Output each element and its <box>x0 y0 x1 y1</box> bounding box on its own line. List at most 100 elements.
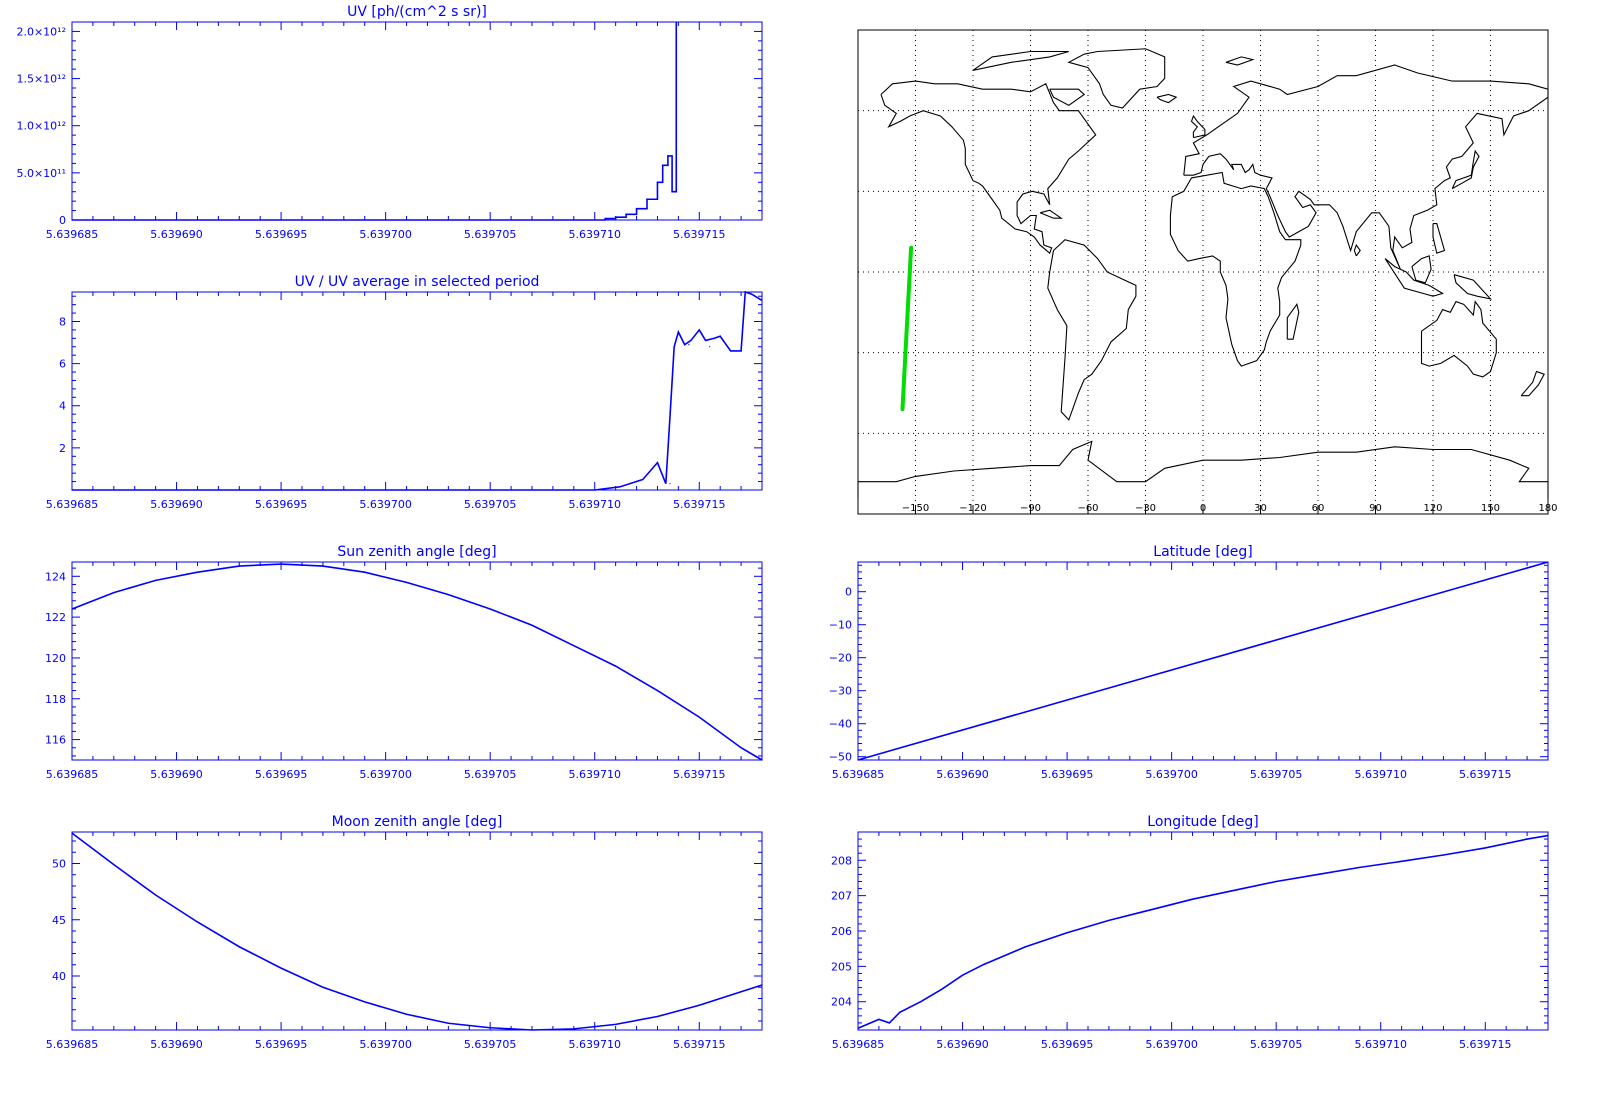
uv-ratio-data-point <box>740 350 742 352</box>
sun-zenith-data-point <box>761 759 763 761</box>
longitude-x-tick-label: 5.639700 <box>1145 1038 1198 1051</box>
latitude-y-tick-label: −40 <box>829 718 852 731</box>
moon-zenith-chart: Moon zenith angle [deg] 5.639685 5.639690 5… <box>46 814 763 1051</box>
moon-zenith-data-point <box>364 1001 366 1003</box>
longitude-x-tick-label: 5.639685 <box>832 1038 885 1051</box>
uv-ratio-data-point <box>642 478 644 481</box>
latitude-plot-frame <box>857 561 1549 761</box>
ground-track-point <box>901 408 904 411</box>
uv-ratio-data-point <box>688 344 690 346</box>
coastline-new-zealand <box>1520 370 1545 397</box>
uv-ratio-x-tick-label: 5.639695 <box>255 498 308 511</box>
uv-data-point <box>662 164 664 166</box>
latitude-data-point <box>1547 561 1549 563</box>
latitude-chart: Latitude [deg] 5.639685 5.639690 5.639695 5.… <box>829 544 1549 781</box>
sun-zenith-y-tick-label: 124 <box>45 570 66 583</box>
longitude-data-point <box>1024 946 1026 948</box>
ground-track-map-x-tick-label: 30 <box>1254 503 1267 514</box>
uv-ratio-data-point <box>730 350 732 352</box>
coastline-eurasia <box>1183 64 1549 270</box>
uv-ratio-data-point <box>761 299 763 302</box>
moon-zenith-data-point <box>740 991 742 993</box>
uv-ratio-plot-frame <box>71 291 763 491</box>
uv-x-tick-label: 5.639685 <box>46 228 99 241</box>
uv-data-point <box>71 219 73 221</box>
ground-track-map-x-tick-label: 90 <box>1369 503 1382 514</box>
sun-zenith-plot-frame <box>71 561 763 761</box>
uv-chart: UV [ph/(cm^2 s sr)] 5.639685 5.639690 5.639… <box>16 4 763 241</box>
longitude-data-point <box>1066 932 1068 934</box>
latitude-x-tick-label: 5.639715 <box>1459 768 1512 781</box>
moon-zenith-x-tick-label: 5.639710 <box>568 1038 621 1051</box>
sun-zenith-data-point <box>71 608 73 610</box>
latitude-y-tick-label: −30 <box>829 685 852 698</box>
longitude-chart: Longitude [deg] 5.639685 5.639690 5.639695 5… <box>831 814 1549 1051</box>
longitude-data-point <box>888 1022 890 1024</box>
moon-zenith-data-point <box>761 984 763 986</box>
longitude-data-point <box>1233 889 1235 891</box>
sun-zenith-data-point <box>615 665 617 667</box>
uv-ratio-data-point <box>669 483 671 485</box>
uv-data-point <box>604 217 606 220</box>
uv-data-point <box>625 213 627 215</box>
longitude-data-point <box>1150 909 1152 911</box>
moon-zenith-data-point <box>405 1013 408 1015</box>
uv-ratio-data-point <box>656 462 659 464</box>
sun-zenith-series-line <box>71 563 763 761</box>
uv-ratio-data-point <box>750 291 753 293</box>
longitude-series-line <box>857 834 1549 1029</box>
longitude-data-point <box>1359 866 1361 868</box>
sun-zenith-data-point <box>364 571 366 573</box>
latitude-x-tick-label: 5.639695 <box>1041 768 1094 781</box>
ground-track-map-x-tick-label: −30 <box>1135 503 1156 514</box>
uv-ratio-x-tick-label: 5.639715 <box>673 498 726 511</box>
uv-y-tick-label: 1.0×10¹² <box>16 120 66 133</box>
latitude-x-tick-label: 5.639705 <box>1250 768 1303 781</box>
coastline-borneo <box>1411 255 1432 284</box>
ground-track-map-x-tick-label: −90 <box>1020 503 1041 514</box>
uv-x-tick-label: 5.639695 <box>255 228 308 241</box>
moon-zenith-data-point <box>531 1029 533 1031</box>
uv-data-point <box>667 155 669 157</box>
moon-zenith-title: Moon zenith angle [deg] <box>332 814 503 830</box>
sun-zenith-data-point <box>238 565 240 567</box>
sun-zenith-x-tick-label: 5.639715 <box>673 768 726 781</box>
uv-ratio-data-point <box>698 329 700 331</box>
longitude-x-tick-label: 5.639705 <box>1250 1038 1303 1051</box>
coastline-svalbard <box>1225 56 1255 66</box>
latitude-y-tick-label: 0 <box>845 586 852 599</box>
ground-track-map-x-tick-label: 150 <box>1481 503 1500 514</box>
uv-ratio-data-point <box>594 489 596 491</box>
longitude-data-point <box>941 988 943 990</box>
coastline-new-guinea <box>1453 274 1493 300</box>
longitude-data-point <box>1003 955 1005 957</box>
coastline-baffin <box>1049 88 1086 106</box>
latitude-x-tick-label: 5.639700 <box>1145 768 1198 781</box>
moon-zenith-data-point <box>489 1027 491 1029</box>
longitude-data-point <box>1275 880 1277 883</box>
moon-zenith-x-tick-label: 5.639695 <box>255 1038 308 1051</box>
sun-zenith-x-tick-label: 5.639695 <box>255 768 308 781</box>
longitude-y-tick-label: 208 <box>831 854 852 867</box>
latitude-y-tick-label: −50 <box>829 751 852 764</box>
moon-zenith-y-tick-label: 40 <box>52 970 66 983</box>
longitude-data-point <box>1484 847 1486 849</box>
moon-zenith-data-point <box>71 832 73 834</box>
moon-zenith-data-point <box>113 864 115 866</box>
moon-zenith-plot-frame <box>71 831 763 1031</box>
longitude-data-point <box>982 963 985 966</box>
ground-track-point <box>910 246 913 249</box>
latitude-y-tick-label: −20 <box>829 652 852 665</box>
uv-ratio-x-tick-label: 5.639705 <box>464 498 517 511</box>
sun-zenith-y-tick-label: 118 <box>45 693 66 706</box>
longitude-y-tick-label: 207 <box>831 890 852 903</box>
sun-zenith-data-point <box>573 645 575 647</box>
uv-title: UV [ph/(cm^2 s sr)] <box>347 4 487 20</box>
coastline-greenland <box>1067 48 1166 109</box>
uv-ratio-x-tick-label: 5.639700 <box>359 498 412 511</box>
uv-ratio-data-point <box>677 331 679 333</box>
uv-x-tick-label: 5.639715 <box>673 228 726 241</box>
coastline-japan <box>1451 149 1480 190</box>
sun-zenith-x-tick-label: 5.639685 <box>46 768 99 781</box>
sun-zenith-data-point <box>155 579 157 581</box>
